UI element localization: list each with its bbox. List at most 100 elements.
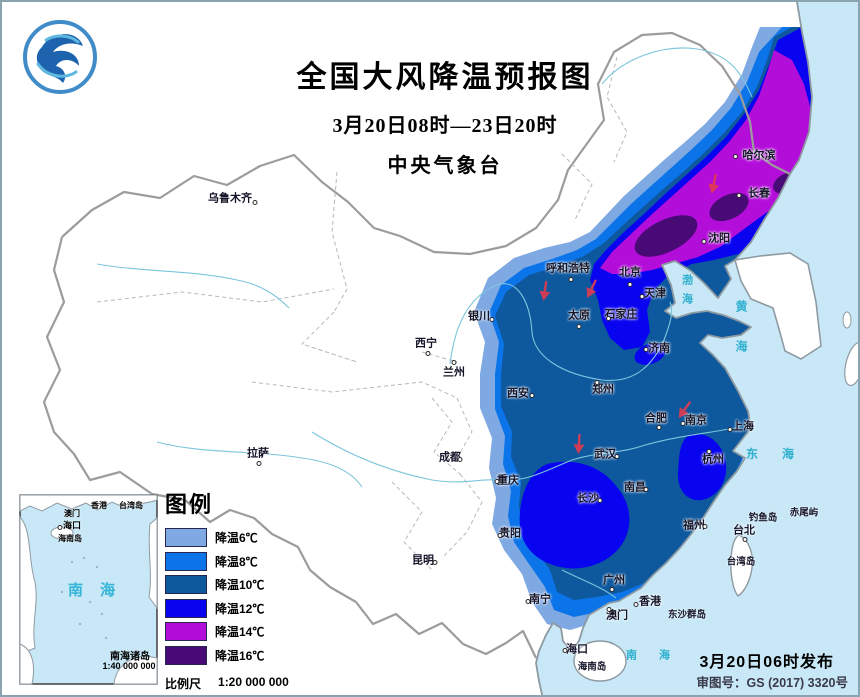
band-12c-east [677, 433, 727, 501]
cma-logo [23, 20, 97, 94]
band-12c-jinan [634, 343, 666, 365]
sea-name-label: 东海 [745, 447, 819, 461]
city-label: 杭州 [702, 448, 724, 466]
wind-arrow-icon [573, 433, 585, 455]
city-marker [451, 359, 457, 365]
rivers [96, 47, 753, 599]
legend-swatch [165, 528, 207, 548]
scale-value: 1:20 000 000 [218, 675, 289, 689]
wind-arrow-icon [708, 173, 719, 194]
city-label: 上海 [727, 421, 754, 433]
city-marker [727, 426, 733, 432]
legend-label: 降温16℃ [215, 648, 265, 663]
inset-islands-label: 南海诸岛 [110, 651, 150, 663]
island-label: 钓鱼岛 [748, 512, 778, 524]
city-marker [432, 559, 438, 565]
legend-label: 降温8℃ [215, 554, 258, 569]
inset-island-dots [60, 556, 116, 640]
japan-islands [844, 341, 858, 387]
city-label: 哈尔滨 [732, 150, 776, 162]
coastline [535, 2, 813, 695]
city-label: 南宁 [525, 594, 551, 606]
legend-item: 降温12℃ [165, 597, 289, 621]
city-marker [736, 192, 742, 198]
band-12c-central [519, 461, 630, 569]
city-label: 广州 [603, 575, 625, 592]
legend-item: 降温14℃ [165, 620, 289, 644]
inset-sea-name: 南海 [68, 582, 133, 599]
legend-item: 降温10℃ [165, 573, 289, 597]
legend-item: 降温8℃ [165, 550, 289, 574]
city-label: 郑州 [592, 379, 614, 396]
sea-name-label: 渤海 [680, 274, 693, 312]
legend-swatch [165, 645, 207, 665]
legend-label: 降温6℃ [215, 531, 258, 546]
city-label: 合肥 [645, 413, 667, 430]
inset-place-label: 澳门 [64, 509, 80, 518]
city-marker [256, 460, 262, 466]
city-label: 石家庄 [604, 308, 638, 321]
legend-items: 降温6℃ 降温8℃ 降温10℃ 降温12℃ 降温14℃ 降温16℃ [165, 526, 289, 667]
city-marker [489, 316, 495, 322]
city-marker [656, 424, 662, 430]
city-marker [639, 293, 645, 299]
inset-place-label: 香港 [91, 501, 107, 510]
city-label: 台北 [733, 525, 755, 542]
legend-label: 降温14℃ [215, 625, 265, 640]
city-marker [614, 453, 620, 459]
taiwan-island [730, 534, 754, 597]
city-label: 成都 [439, 451, 463, 464]
city-label: 武汉 [594, 449, 620, 461]
city-marker [497, 532, 503, 538]
legend-label: 降温12℃ [215, 601, 265, 616]
city-label: 北京 [619, 267, 641, 287]
wind-arrow-icon [678, 400, 692, 419]
title-block: 全国大风降温预报图 3月20日08时—23日20时 中央气象台 [250, 52, 640, 178]
city-label: 呼和浩特 [546, 263, 590, 282]
city-marker [597, 497, 603, 503]
city-marker [568, 276, 574, 282]
inset-scale: 1:40 000 000 [102, 661, 156, 671]
city-marker [633, 601, 639, 607]
city-marker [425, 350, 431, 356]
south-china-sea-inset [19, 494, 158, 685]
inset-place-label: 台湾岛 [119, 501, 143, 510]
legend-swatch [165, 622, 207, 642]
city-marker [732, 153, 738, 159]
legend-title: 图例 [165, 492, 214, 517]
legend-label: 降温10℃ [215, 578, 265, 593]
forecast-period: 3月20日08时—23日20时 [332, 115, 558, 137]
city-label: 乌鲁木齐 [208, 193, 258, 205]
island-label: 东沙群岛 [667, 609, 707, 621]
sea-name-label: 黄海 [734, 300, 748, 380]
city-label: 香港 [633, 596, 661, 608]
city-label: 贵阳 [497, 527, 521, 540]
release-time: 3月20日06时发布 [699, 654, 834, 671]
city-marker [594, 379, 600, 385]
city-marker [643, 486, 649, 492]
sea-name-label: 南海 [626, 649, 692, 662]
legend-item: 降温16℃ [165, 644, 289, 668]
city-marker [562, 647, 568, 653]
city-marker [742, 536, 748, 542]
japan-islands [842, 311, 852, 329]
legend-item: 降温6℃ [165, 526, 289, 550]
city-label: 西安 [507, 388, 535, 400]
city-label: 长春 [736, 188, 770, 200]
wind-arrow-icon [539, 280, 551, 301]
city-label: 银川 [468, 311, 495, 323]
island-label: 海南岛 [577, 661, 607, 673]
city-label: 澳门 [606, 606, 628, 622]
city-label: 昆明 [412, 555, 438, 567]
band-16c-core [634, 215, 698, 257]
band-14c [600, 50, 812, 274]
city-label: 沈阳 [701, 233, 730, 245]
legend-swatch [165, 551, 207, 571]
province-borders [96, 56, 628, 571]
national-border [42, 31, 791, 659]
city-label: 南京 [680, 415, 707, 427]
city-label: 太原 [568, 310, 590, 329]
city-marker [701, 238, 707, 244]
city-marker [706, 448, 712, 454]
